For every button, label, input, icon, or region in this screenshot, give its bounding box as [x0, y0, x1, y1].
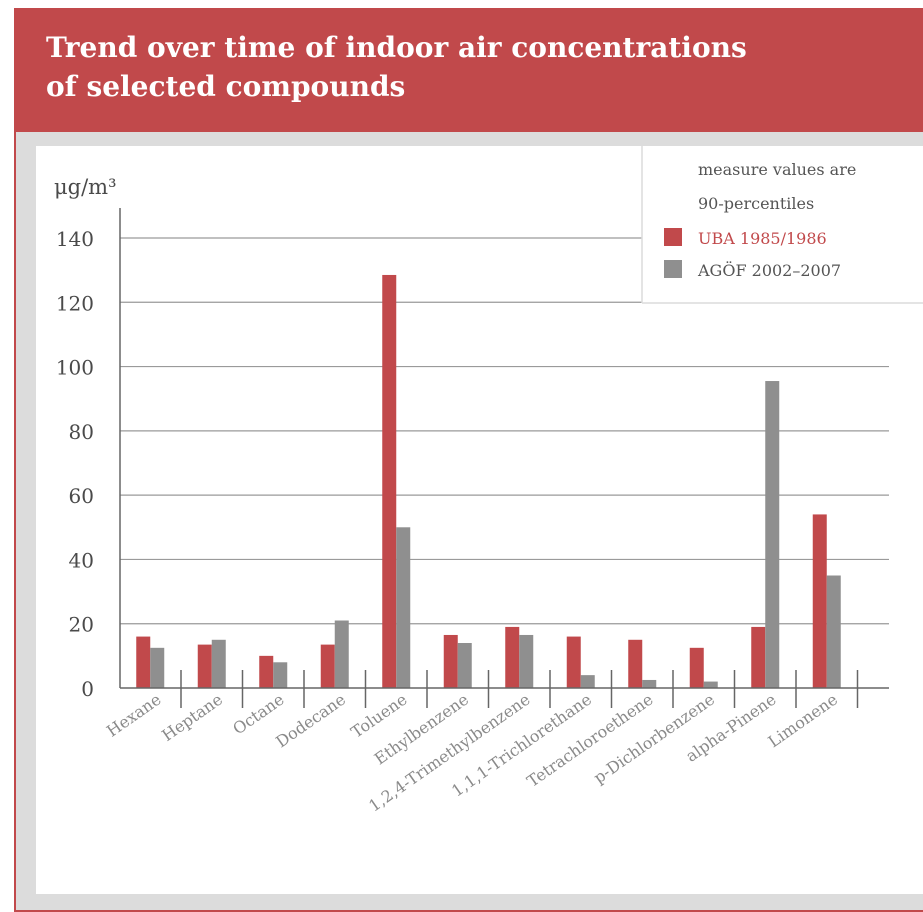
y-tick-label-20: 20	[69, 613, 94, 637]
legend-note-line1: measure values are	[698, 160, 856, 179]
bar-agof-6	[519, 634, 534, 688]
bar-uba-4	[382, 274, 397, 688]
bar-uba-6	[505, 626, 520, 688]
y-tick-label-140: 140	[56, 227, 94, 251]
x-tick-label-0: Hexane	[103, 690, 164, 741]
y-tick-labels: 0 20 40 60 80 100 120 140	[56, 227, 94, 701]
legend-swatch-agof	[664, 260, 682, 278]
bar-uba-8	[628, 639, 643, 688]
x-tick-label-11: Limonene	[765, 690, 842, 752]
bar-agof-9	[703, 681, 718, 688]
bar-agof-0	[150, 647, 165, 688]
bar-agof-1	[211, 639, 226, 688]
y-tick-label-60: 60	[69, 484, 94, 508]
y-tick-label-120: 120	[56, 291, 94, 315]
legend-swatch-uba	[664, 228, 682, 246]
bar-agof-2	[273, 662, 288, 688]
grid-lines	[120, 237, 889, 625]
bar-uba-5	[443, 634, 458, 688]
bar-uba-2	[259, 655, 274, 688]
bar-agof-11	[826, 575, 841, 688]
bar-agof-5	[457, 643, 472, 688]
y-tick-label-40: 40	[69, 548, 94, 572]
axes	[119, 208, 889, 708]
x-tick-label-1: Heptane	[158, 690, 226, 745]
legend-background	[642, 146, 923, 303]
legend-label-uba: UBA 1985/1986	[698, 229, 827, 248]
bar-agof-7	[580, 675, 595, 688]
bar-uba-11	[812, 514, 827, 688]
legend-label-agof: AGÖF 2002–2007	[697, 260, 841, 280]
chart-panel: Hexane Heptane Octane Dodecane Toluene Ethylb…	[36, 146, 923, 894]
chart-title: Trend over time of indoor air concentrat…	[46, 31, 747, 103]
bar-uba-1	[197, 644, 212, 688]
y-tick-label-0: 0	[81, 677, 94, 701]
y-axis-label: μg/m³	[54, 175, 117, 199]
bar-uba-10	[751, 626, 766, 688]
y-tick-label-80: 80	[69, 420, 94, 444]
x-tick-label-3: Dodecane	[272, 690, 349, 752]
bar-uba-7	[566, 636, 581, 688]
legend-note-line2: 90-percentiles	[698, 194, 814, 213]
bars	[136, 274, 841, 688]
bar-agof-3	[334, 620, 349, 688]
bar-uba-3	[320, 644, 335, 688]
y-tick-label-100: 100	[56, 356, 94, 380]
bar-agof-4	[396, 527, 411, 688]
bar-agof-10	[765, 381, 780, 688]
bar-agof-8	[642, 679, 657, 688]
legend: measure values are 90-percentiles UBA 19…	[641, 146, 923, 304]
bar-uba-0	[136, 636, 151, 688]
bar-uba-9	[689, 647, 704, 688]
title-banner: Trend over time of indoor air concentrat…	[16, 8, 923, 132]
